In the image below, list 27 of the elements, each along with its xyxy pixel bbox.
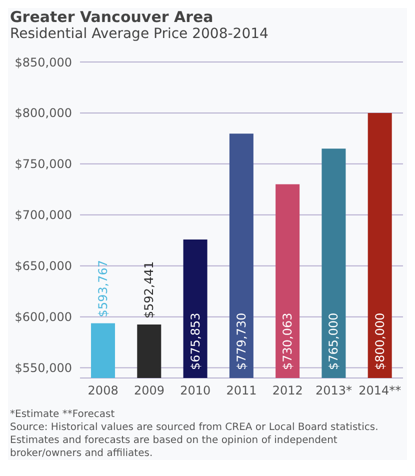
data-label: $592,441	[142, 261, 156, 319]
y-tick-label: $600,000	[14, 310, 72, 324]
data-label: $765,000	[326, 312, 341, 370]
data-label: $730,063	[280, 312, 295, 370]
text: Estimates and forecasts are based on the opinion of independent	[10, 434, 338, 447]
data-label: $675,853	[188, 312, 202, 370]
x-tick-label: 2014**	[358, 384, 402, 398]
y-tick-label: $650,000	[14, 259, 72, 274]
chart-title: Greater Vancouver Area	[9, 8, 214, 26]
x-tick-label: 2009	[134, 384, 164, 398]
x-tick-label: 2011	[226, 384, 257, 398]
x-tick-label: 2010	[180, 384, 211, 398]
data-label: $800,000	[372, 312, 387, 370]
x-tick-label: 2012	[272, 384, 303, 398]
x-tick-label: 2013*	[316, 384, 352, 398]
y-tick-label: $850,000	[14, 55, 72, 70]
y-tick-label: $550,000	[14, 361, 72, 376]
x-tick-label: 2008	[88, 384, 118, 398]
data-label: $593,767	[96, 260, 110, 318]
text: broker/owners and affiliates.	[10, 447, 154, 460]
chart-subtitle: Residential Average Price 2008-2014	[9, 26, 270, 42]
y-tick-label: $750,000	[14, 157, 72, 172]
y-tick-label: $800,000	[14, 106, 72, 120]
y-tick-label: $700,000	[14, 208, 72, 222]
source-note: Source: Historical values are sourced from CREA or Local Board statistics.	[10, 421, 380, 434]
text: *Estimate **Forecast	[10, 408, 116, 421]
data-label: $779,730	[234, 312, 248, 370]
